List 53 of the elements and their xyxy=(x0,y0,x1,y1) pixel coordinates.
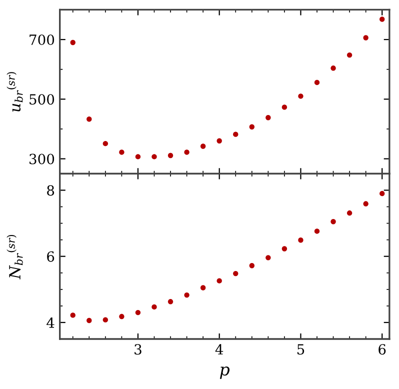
point xyxy=(200,144,206,149)
point xyxy=(298,94,304,99)
point xyxy=(314,80,320,86)
point xyxy=(86,318,92,324)
point xyxy=(135,154,141,160)
y-tick-label: 4 xyxy=(46,317,54,328)
point xyxy=(282,246,288,252)
point xyxy=(184,292,190,298)
point xyxy=(282,104,288,110)
point xyxy=(184,150,190,155)
x-tick-label: 6 xyxy=(378,344,386,355)
point xyxy=(200,285,206,290)
point xyxy=(330,66,336,71)
x-tick-label: 5 xyxy=(297,344,304,355)
x-tick-label: 3 xyxy=(134,344,142,355)
point xyxy=(86,116,92,122)
point xyxy=(298,238,304,243)
point xyxy=(249,263,254,268)
point xyxy=(168,299,174,304)
point xyxy=(266,255,271,260)
y-tick-label: 700 xyxy=(30,34,54,46)
y-tick-label: 500 xyxy=(30,94,54,105)
point xyxy=(249,124,254,130)
point xyxy=(380,16,385,22)
point xyxy=(119,150,124,155)
point xyxy=(152,154,157,160)
point xyxy=(70,312,76,318)
point xyxy=(314,228,320,234)
point xyxy=(216,138,222,144)
y-axis-title: u$_{br}$$^{(sr)}$ xyxy=(6,72,23,112)
point xyxy=(102,140,108,146)
x-tick-label: 4 xyxy=(215,344,224,354)
point xyxy=(119,314,124,320)
point xyxy=(330,219,336,224)
point xyxy=(233,270,238,276)
x-axis-title: p xyxy=(220,366,230,379)
y-tick-label: 300 xyxy=(30,154,54,164)
point xyxy=(168,152,174,158)
point xyxy=(102,317,108,322)
point xyxy=(363,201,368,206)
point xyxy=(380,190,385,196)
point xyxy=(346,210,352,216)
point xyxy=(152,304,157,310)
y-axis-title: N$_{br}$$^{(sr)}$ xyxy=(6,234,23,280)
point xyxy=(216,278,222,284)
point xyxy=(266,115,271,120)
y-tick-label: 6 xyxy=(47,251,54,262)
point xyxy=(233,132,238,137)
point xyxy=(363,35,368,40)
point xyxy=(346,52,352,58)
point xyxy=(135,310,141,316)
point xyxy=(70,40,76,46)
y-tick-label: 8 xyxy=(47,185,54,196)
